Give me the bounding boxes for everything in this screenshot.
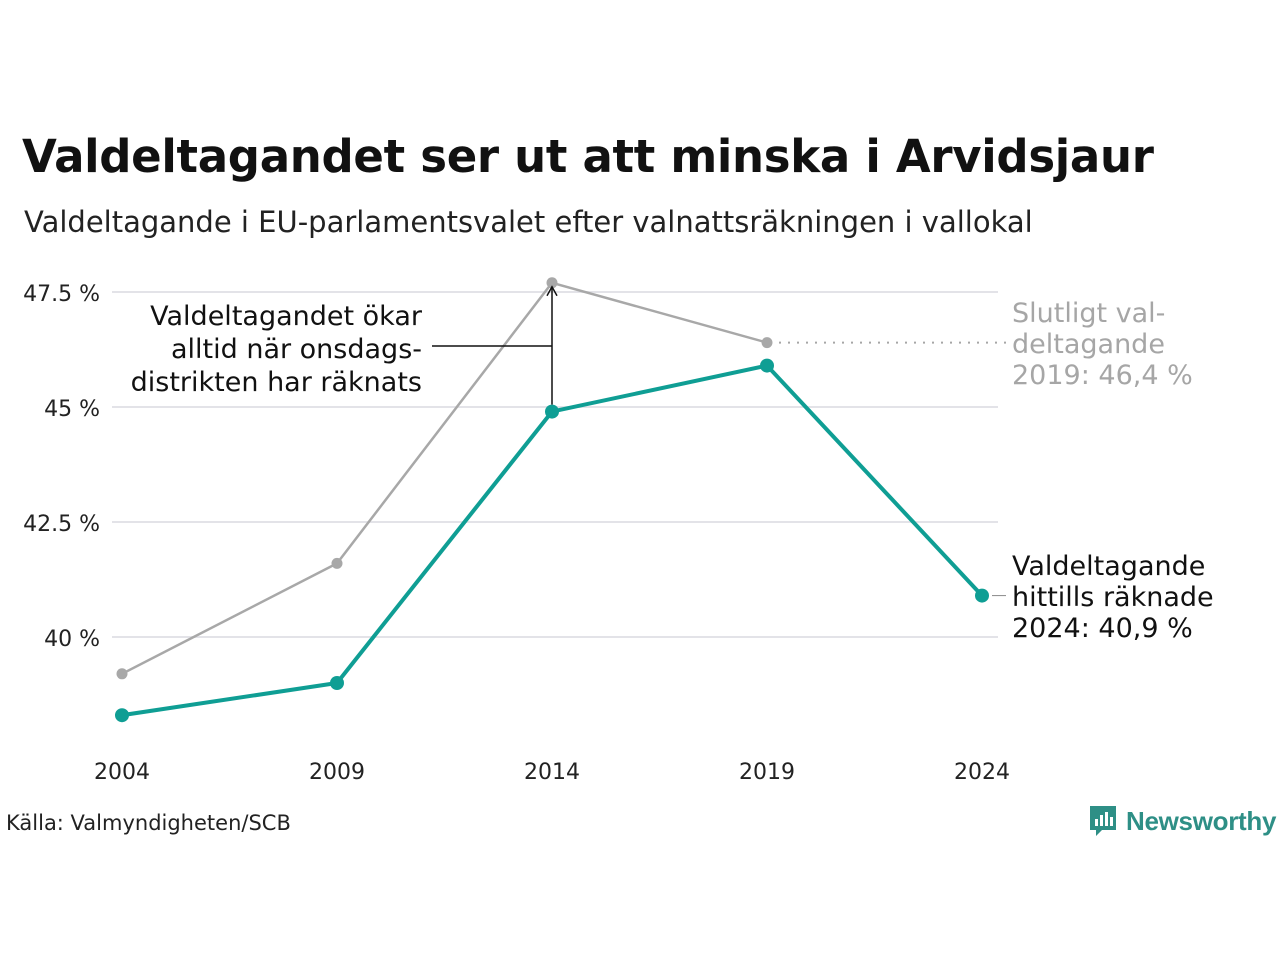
annotation-increase-text: alltid när onsdags- <box>171 334 422 365</box>
annotation-counted-2024-text: Valdeltagande <box>1012 551 1205 582</box>
y-tick-label: 45 % <box>44 397 100 422</box>
x-tick-label: 2009 <box>309 760 365 785</box>
annotation-counted-2024-text: 2024: 40,9 % <box>1012 613 1193 644</box>
newsworthy-logo-icon <box>1090 806 1116 836</box>
x-tick-label: 2004 <box>94 760 150 785</box>
annotation-increase-text: distrikten har räknats <box>131 367 422 398</box>
annotation-final-2019-text: 2019: 46,4 % <box>1012 360 1193 391</box>
y-tick-label: 47.5 % <box>23 282 100 307</box>
data-point-final <box>116 668 128 680</box>
x-tick-label: 2019 <box>739 760 795 785</box>
chart-title: Valdeltagandet ser ut att minska i Arvid… <box>22 130 1154 183</box>
series-line-final <box>121 281 768 675</box>
data-point-final <box>331 557 343 569</box>
y-tick-label: 42.5 % <box>23 512 100 537</box>
annotation-increase-text: Valdeltagandet ökar <box>150 301 423 332</box>
data-point-counted <box>115 708 129 723</box>
data-point-final <box>546 277 558 289</box>
annotation-counted-2024-text: hittills räknade <box>1012 582 1214 613</box>
y-tick-label: 40 % <box>44 627 100 652</box>
chart-subtitle: Valdeltagande i EU-parlamentsvalet efter… <box>24 205 1033 239</box>
data-point-counted <box>545 404 559 419</box>
data-point-counted <box>330 676 344 690</box>
x-tick-label: 2024 <box>954 760 1010 785</box>
annotation-final-2019-text: deltagande <box>1012 329 1165 360</box>
newsworthy-logo: Newsworthy <box>1088 804 1276 838</box>
annotation-arrowhead <box>546 285 558 297</box>
source-note: Källa: Valmyndigheten/SCB <box>6 811 291 835</box>
data-point-final <box>761 337 773 349</box>
annotation-final-2019-text: Slutligt val- <box>1012 298 1165 329</box>
x-tick-label: 2014 <box>524 760 580 785</box>
data-point-counted <box>975 588 989 603</box>
logo-text: Newsworthy <box>1126 805 1277 836</box>
data-point-counted <box>760 358 774 373</box>
